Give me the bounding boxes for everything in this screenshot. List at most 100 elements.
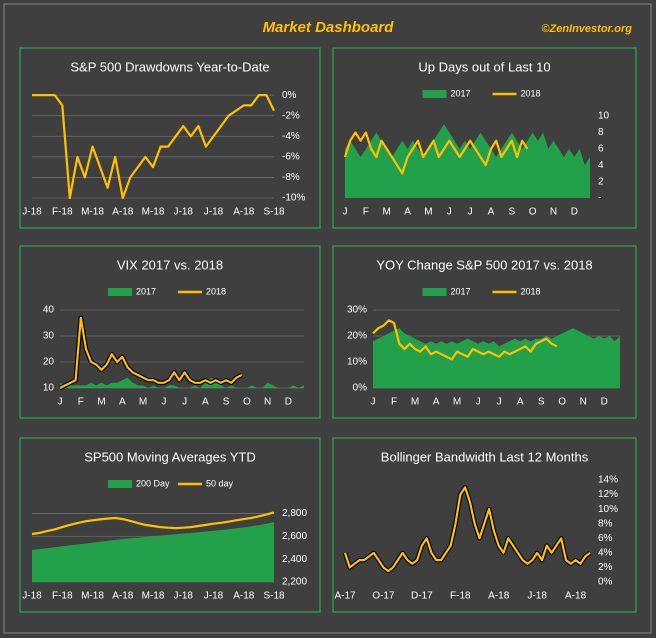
x-tick-label: J-18 bbox=[204, 207, 224, 218]
y-tick-label: -6% bbox=[282, 151, 300, 162]
chart-title: Up Days out of Last 10 bbox=[418, 59, 550, 74]
x-tick-label: A-18 bbox=[112, 207, 134, 218]
y-tick-label: -8% bbox=[282, 172, 300, 183]
x-tick-label: J bbox=[58, 397, 63, 408]
x-tick-label: A-18 bbox=[233, 591, 255, 602]
x-tick-label: N bbox=[580, 397, 587, 408]
y-tick-label: 20 bbox=[43, 357, 55, 368]
x-tick-label: A-18 bbox=[488, 591, 510, 602]
y-tick-label: 0% bbox=[353, 383, 368, 394]
x-tick-label: J-18 bbox=[174, 207, 194, 218]
x-tick-label: A bbox=[119, 397, 126, 408]
x-tick-label: M bbox=[411, 397, 419, 408]
area bbox=[373, 328, 620, 388]
legend-label: 2017 bbox=[451, 88, 471, 98]
x-tick-label: A bbox=[488, 207, 495, 218]
legend-label: 2017 bbox=[136, 286, 156, 296]
x-tick-label: A-17 bbox=[334, 591, 356, 602]
x-tick-label: J-18 bbox=[22, 591, 42, 602]
x-tick-label: A bbox=[202, 397, 209, 408]
y-tick-label: -10% bbox=[282, 193, 305, 204]
credit: ©ZenInvestor.org bbox=[541, 23, 632, 35]
x-tick-label: J bbox=[447, 207, 452, 218]
y-tick-label: 6 bbox=[598, 143, 604, 154]
line bbox=[59, 316, 243, 389]
x-tick-label: M-18 bbox=[142, 207, 165, 218]
y-tick-label: 2,200 bbox=[282, 577, 307, 588]
dashboard-title: Market Dashboard bbox=[263, 19, 395, 36]
legend-swatch bbox=[108, 288, 132, 296]
line bbox=[343, 486, 591, 573]
x-tick-label: J-18 bbox=[174, 591, 194, 602]
y-tick-label: 30% bbox=[347, 305, 367, 316]
legend-label: 2018 bbox=[206, 286, 226, 296]
x-tick-label: M bbox=[424, 207, 432, 218]
x-tick-label: J bbox=[468, 207, 473, 218]
x-tick-label: D-17 bbox=[411, 591, 433, 602]
chart-title: SP500 Moving Averages YTD bbox=[84, 449, 256, 464]
x-tick-label: J bbox=[371, 397, 376, 408]
x-tick-label: D bbox=[285, 397, 292, 408]
legend-label: 200 Day bbox=[136, 478, 170, 488]
x-tick-label: F bbox=[391, 397, 397, 408]
x-tick-label: M bbox=[453, 397, 461, 408]
y-tick-label: 2% bbox=[598, 562, 613, 573]
line bbox=[31, 511, 275, 536]
x-tick-label: F-18 bbox=[450, 591, 471, 602]
y-tick-label: 2,400 bbox=[282, 554, 307, 565]
line bbox=[343, 131, 529, 175]
legend-label: 2018 bbox=[521, 286, 541, 296]
y-tick-label: 8 bbox=[598, 127, 604, 138]
x-tick-label: A-18 bbox=[233, 207, 255, 218]
x-tick-label: S bbox=[538, 397, 545, 408]
panel bbox=[332, 47, 637, 229]
y-tick-label: 2,600 bbox=[282, 531, 307, 542]
legend-label: 2017 bbox=[451, 286, 471, 296]
legend-label: 50 day bbox=[206, 478, 234, 488]
x-tick-label: F-18 bbox=[52, 591, 73, 602]
x-tick-label: O bbox=[243, 397, 251, 408]
x-tick-label: D bbox=[571, 207, 578, 218]
x-tick-label: J bbox=[182, 397, 187, 408]
x-tick-label: O bbox=[529, 207, 537, 218]
line bbox=[372, 319, 558, 361]
x-tick-label: D bbox=[601, 397, 608, 408]
panel bbox=[19, 245, 321, 419]
area bbox=[32, 522, 274, 582]
line bbox=[32, 94, 275, 200]
panel bbox=[19, 47, 321, 229]
area bbox=[345, 124, 590, 198]
x-tick-label: F bbox=[363, 207, 369, 218]
x-tick-label: J bbox=[343, 207, 348, 218]
x-tick-label: M-18 bbox=[81, 591, 104, 602]
x-tick-label: S bbox=[508, 207, 515, 218]
y-tick-label: 40 bbox=[43, 305, 55, 316]
area bbox=[60, 377, 304, 388]
y-tick-label: 14% bbox=[598, 475, 618, 486]
y-tick-label: 2 bbox=[598, 176, 604, 187]
legend-label: 2018 bbox=[521, 88, 541, 98]
y-tick-label: 10% bbox=[598, 504, 618, 515]
x-tick-label: J bbox=[161, 397, 166, 408]
y-tick-label: - bbox=[598, 193, 601, 204]
x-tick-label: O-17 bbox=[372, 591, 395, 602]
x-tick-label: A bbox=[404, 207, 411, 218]
y-tick-label: 10% bbox=[347, 357, 367, 368]
frame bbox=[3, 3, 652, 634]
x-tick-label: M-18 bbox=[81, 207, 104, 218]
y-tick-label: 0% bbox=[598, 577, 613, 588]
y-tick-label: 20% bbox=[347, 331, 367, 342]
y-tick-label: 10 bbox=[598, 111, 610, 122]
x-tick-label: S-18 bbox=[263, 591, 285, 602]
x-tick-label: M bbox=[383, 207, 391, 218]
x-tick-label: F bbox=[78, 397, 84, 408]
chart-title: S&P 500 Drawdowns Year-to-Date bbox=[70, 59, 269, 74]
legend-swatch bbox=[422, 90, 447, 98]
x-tick-label: S-18 bbox=[263, 207, 285, 218]
y-tick-label: 6% bbox=[598, 533, 613, 544]
chart-title: VIX 2017 vs. 2018 bbox=[117, 257, 223, 272]
chart-title: Bollinger Bandwidth Last 12 Months bbox=[381, 449, 589, 464]
legend-swatch bbox=[108, 480, 132, 488]
x-tick-label: N bbox=[264, 397, 271, 408]
y-tick-label: -4% bbox=[282, 131, 300, 142]
